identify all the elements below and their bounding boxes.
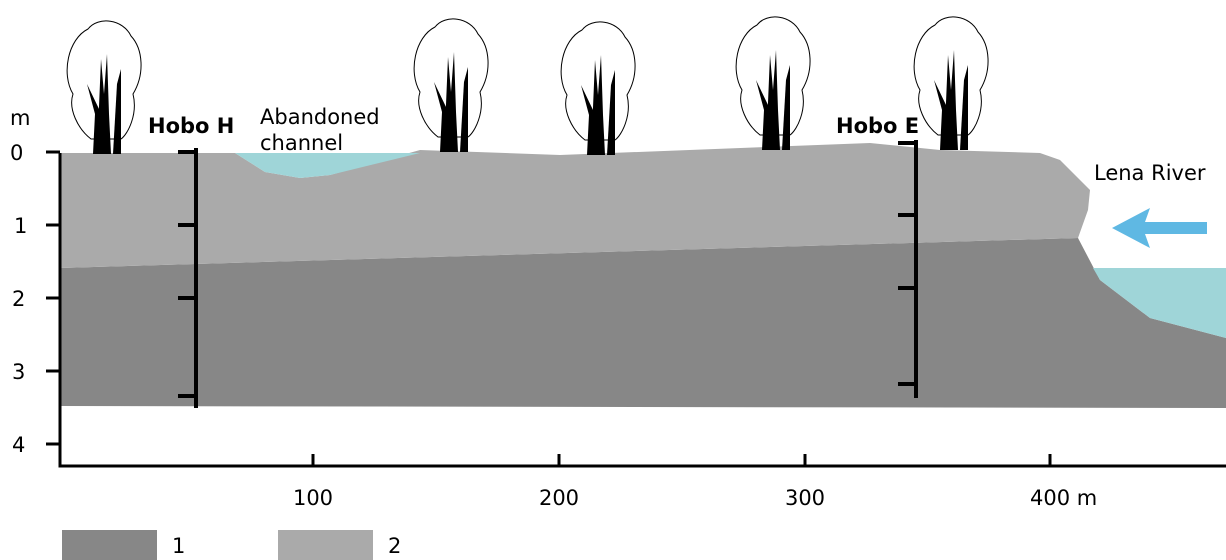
x-tick-label: 200 <box>539 486 579 510</box>
y-ticks <box>46 150 1052 466</box>
legend-swatch <box>278 530 373 560</box>
hobo-e-label: Hobo E <box>836 114 919 138</box>
channel-label: Abandoned <box>260 105 380 129</box>
layer-1 <box>60 238 1226 408</box>
y-tick-label: 0 <box>10 141 23 165</box>
y-tick-label: 4 <box>12 433 25 457</box>
channel-label: channel <box>260 131 343 155</box>
y-tick-label: 3 <box>12 360 25 384</box>
axes <box>58 153 1226 468</box>
channel-water <box>235 153 420 178</box>
y-unit: m <box>10 106 30 130</box>
x-tick-label: 100 <box>293 486 333 510</box>
flow-arrow <box>1112 208 1207 248</box>
legend-swatch <box>62 530 157 560</box>
x-tick-label: 400 m <box>1030 486 1097 510</box>
hobo-h-label: Hobo H <box>148 114 234 138</box>
legend-label: 1 <box>172 534 185 558</box>
y-tick-label: 2 <box>12 287 25 311</box>
x-tick-label: 300 <box>785 486 825 510</box>
river-water <box>1093 268 1226 338</box>
layers <box>60 143 1226 408</box>
river-label: Lena River <box>1094 161 1206 185</box>
legend-label: 2 <box>388 534 401 558</box>
hobo-h-pole <box>178 148 198 408</box>
y-tick-label: 1 <box>14 214 27 238</box>
hobo-e-pole <box>898 140 918 398</box>
layer-2 <box>60 143 1090 268</box>
